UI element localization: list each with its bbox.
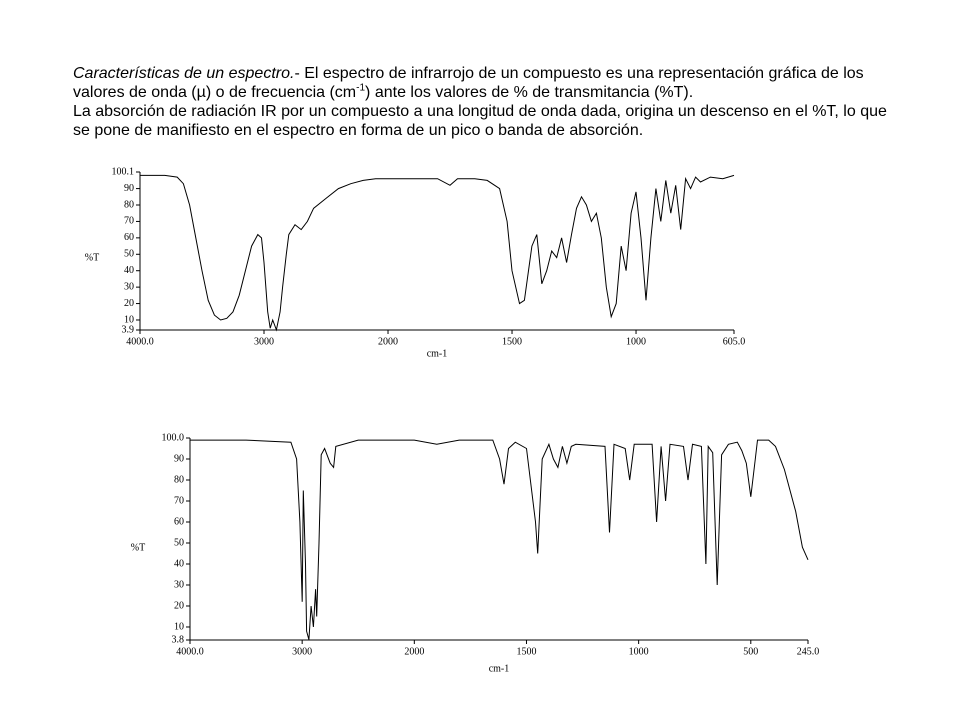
x-axis-label: cm-1 <box>489 663 510 674</box>
y-tick-label: 60 <box>174 516 184 527</box>
x-tick-label: 2000 <box>404 646 424 657</box>
spectrum-line <box>190 439 809 640</box>
y-tick-label: 100.1 <box>112 166 135 177</box>
y-tick-label: 40 <box>124 265 134 276</box>
paragraph: Características de un espectro.- El espe… <box>73 64 903 140</box>
y-tick-label: 30 <box>174 579 184 590</box>
x-tick-label: 500 <box>743 646 758 657</box>
y-tick-label: 3.8 <box>172 634 185 645</box>
y-tick-label: 40 <box>174 558 184 569</box>
y-tick-label: 80 <box>174 474 184 485</box>
y-tick-label: 20 <box>174 600 184 611</box>
y-tick-label: 90 <box>174 453 184 464</box>
x-tick-label: 1000 <box>626 336 646 347</box>
x-tick-label: 1500 <box>502 336 522 347</box>
y-tick-label: 90 <box>124 183 134 194</box>
y-tick-label: 50 <box>174 537 184 548</box>
lead: Características de un espectro. <box>73 65 295 82</box>
x-tick-label: 2000 <box>378 336 398 347</box>
text: - El espectro de infrarrojo de un compue… <box>73 65 864 101</box>
x-tick-label: 3000 <box>254 336 274 347</box>
x-tick-label: 3000 <box>292 646 312 657</box>
x-tick-label: 245.0 <box>797 646 820 657</box>
y-tick-label: 70 <box>174 495 184 506</box>
x-tick-label: 1000 <box>629 646 649 657</box>
y-tick-label: 100.0 <box>162 432 185 443</box>
y-tick-label: 80 <box>124 199 134 210</box>
text: ) ante los valores de % de transmitancia… <box>365 84 694 101</box>
x-tick-label: 4000.0 <box>126 336 154 347</box>
x-tick-label: 4000.0 <box>176 646 204 657</box>
y-tick-label: 10 <box>124 314 134 325</box>
x-axis-label: cm-1 <box>427 348 448 359</box>
spectrum-line <box>140 174 735 332</box>
y-axis-label: %T <box>131 542 145 553</box>
superscript: -1 <box>356 82 366 94</box>
x-tick-label: 605.0 <box>723 336 746 347</box>
y-tick-label: 3.9 <box>122 324 135 335</box>
y-tick-label: 10 <box>174 621 184 632</box>
y-tick-label: 70 <box>124 216 134 227</box>
y-tick-label: 20 <box>124 298 134 309</box>
text: La absorción de radiación IR por un comp… <box>73 103 887 139</box>
y-axis-label: %T <box>85 252 99 263</box>
y-tick-label: 50 <box>124 249 134 260</box>
x-tick-label: 1500 <box>516 646 536 657</box>
y-tick-label: 60 <box>124 232 134 243</box>
y-tick-label: 30 <box>124 281 134 292</box>
